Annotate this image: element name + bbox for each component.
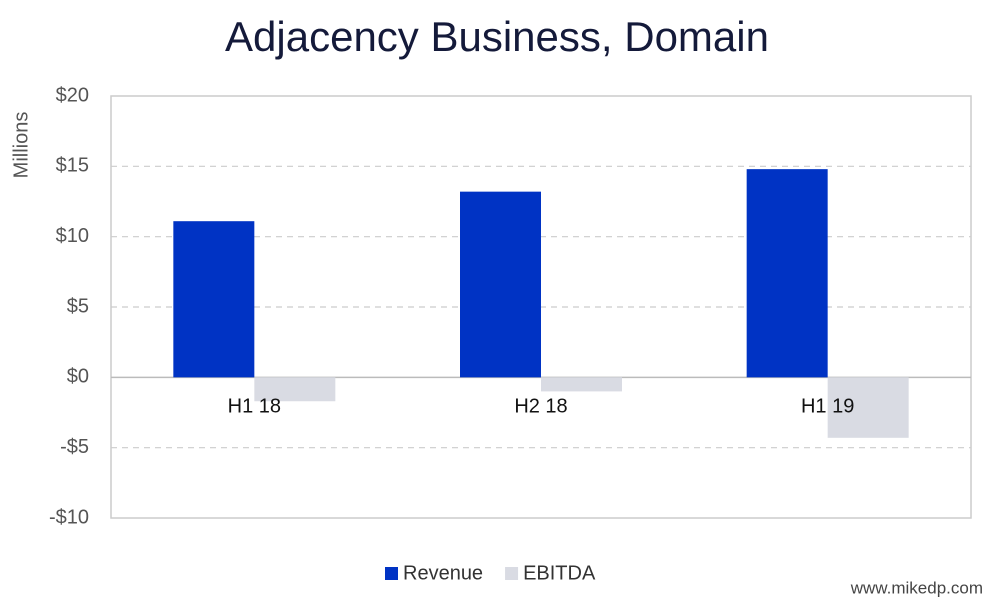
- x-tick-label: H1 19: [801, 396, 854, 418]
- bar: [254, 377, 336, 402]
- legend-swatch: [385, 567, 398, 580]
- bar: [173, 221, 255, 378]
- bar: [541, 377, 622, 392]
- y-tick-label: -$10: [49, 506, 89, 528]
- watermark: www.mikedp.com: [850, 578, 983, 597]
- y-tick-label: $15: [56, 155, 89, 177]
- legend-label: Revenue: [403, 562, 483, 584]
- y-tick-label: $5: [67, 295, 89, 317]
- y-axis-label: Millions: [10, 112, 32, 179]
- y-tick-label: -$5: [60, 436, 89, 458]
- y-tick-label: $0: [67, 366, 89, 388]
- bar: [746, 169, 828, 378]
- legend-label: EBITDA: [523, 562, 596, 584]
- y-tick-label: $10: [56, 225, 89, 247]
- chart-title: Adjacency Business, Domain: [225, 13, 769, 60]
- y-tick-label: $20: [56, 84, 89, 106]
- x-tick-label: H1 18: [228, 396, 281, 418]
- legend-swatch: [505, 567, 519, 580]
- bar: [827, 377, 909, 438]
- x-tick-label: H2 18: [514, 396, 567, 418]
- bar: [460, 191, 541, 378]
